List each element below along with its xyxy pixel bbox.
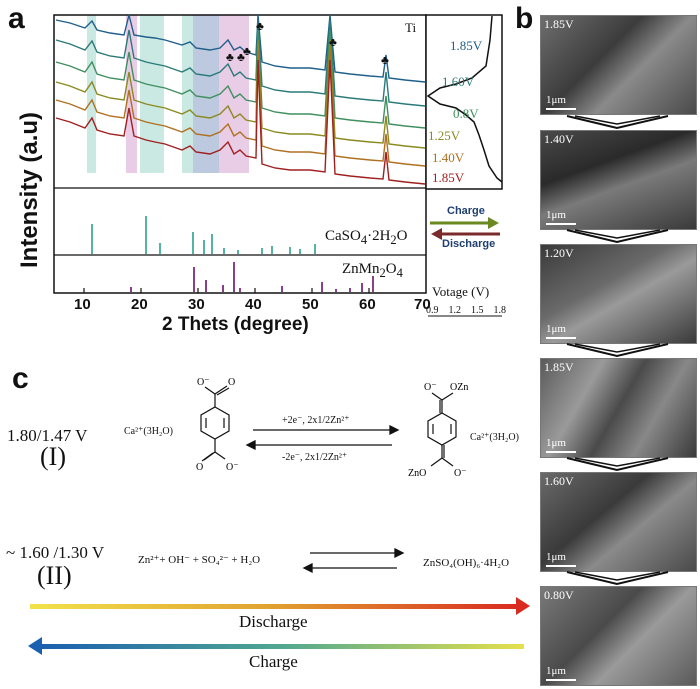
voltage-profile-box — [425, 14, 503, 190]
reaction-1-right-cation: Ca²⁺(3H₂O) — [470, 432, 519, 443]
x-ticks — [83, 288, 370, 293]
xrd-curves — [55, 14, 426, 185]
chevron-down-icon — [566, 115, 669, 130]
curve-label-6: 1.85V — [432, 170, 465, 185]
reaction-2-numeral: (II) — [37, 561, 72, 590]
voltage-axis-title: Votage (V) — [432, 284, 490, 299]
x-axis-label: 2 Thets (degree) — [162, 314, 309, 335]
o-minus-right-top: O⁻ — [424, 382, 437, 393]
charge-label-small: Charge — [447, 205, 485, 217]
band — [219, 15, 249, 173]
znmn2o4-reference-sticks — [130, 262, 374, 292]
xrd-curve-2 — [55, 19, 426, 107]
reduced-structure-right — [427, 392, 457, 467]
reaction-2-voltage: ~ 1.60 /1.30 V — [6, 543, 105, 562]
x-tick-20: 20 — [131, 296, 148, 313]
reaction-2-reactants: Zn²⁺+ OH⁻ + SO₄²⁻ + H₂O — [138, 554, 261, 566]
sem-image-2: 1.40V 1μm — [540, 130, 697, 230]
discharge-label-small: Discharge — [442, 238, 496, 250]
xrd-curve-4 — [55, 39, 426, 149]
band — [193, 15, 219, 173]
reaction-1-voltage: 1.80/1.47 V — [7, 426, 88, 445]
x-tick-60: 60 — [359, 296, 376, 313]
club-marker: ♣ — [256, 19, 264, 33]
reaction-1-numeral: (I) — [40, 442, 66, 471]
band — [87, 15, 96, 173]
curve-label-4: 1.25V — [428, 128, 461, 143]
o-bottom-left: O — [196, 462, 203, 473]
chevron-down-icon — [566, 229, 669, 244]
ti-peak-markers: ♣ ♣ ♣ ♣ ♣ ♣ — [226, 19, 389, 67]
o-minus-right-bottom: O⁻ — [454, 468, 467, 479]
ti-label: Ti — [405, 20, 417, 35]
reaction-1-left-cation: Ca²⁺(3H₂O) — [124, 426, 173, 437]
caso4-reference-sticks — [91, 216, 316, 254]
xrd-curve-1 — [55, 14, 426, 83]
club-marker: ♣ — [237, 50, 245, 64]
curve-label-2: 1.60V — [442, 74, 475, 89]
x-tick-40: 40 — [245, 296, 262, 313]
xrd-curve-3 — [55, 29, 426, 129]
charge-gradient-arrow — [28, 637, 524, 655]
reaction-1-reverse-label: -2e⁻, 2x1/2Zn²⁺ — [282, 452, 348, 463]
band — [182, 15, 193, 173]
o-minus-top: O⁻ — [197, 377, 210, 388]
sem-image-3: 1.20V 1μm — [540, 244, 697, 344]
band — [140, 15, 164, 173]
voltage-profile-curve — [426, 15, 503, 183]
panel-c-letter: c — [12, 362, 29, 395]
charge-discharge-small-arrows — [430, 217, 500, 240]
sem-image-5: 1.60V 1μm — [540, 472, 697, 572]
band — [126, 15, 137, 173]
sem-image-4: 1.85V 1μm — [540, 358, 697, 458]
voltage-tick-labels: 0.9 1.2 1.5 1.8 — [426, 305, 506, 316]
xrd-curve-6 — [55, 59, 426, 185]
club-marker: ♣ — [329, 35, 337, 49]
x-tick-10: 10 — [74, 296, 91, 313]
sem-image-1: 1.85V 1μm — [540, 15, 697, 115]
club-marker: ♣ — [381, 53, 389, 67]
discharge-label: Discharge — [239, 612, 308, 631]
curve-label-5: 1.40V — [432, 150, 465, 165]
caso4-label: CaSO4·2H2O — [325, 228, 408, 247]
club-marker: ♣ — [226, 50, 234, 64]
club-marker: ♣ — [243, 44, 251, 58]
curve-label-3: 0.8V — [453, 106, 479, 121]
discharge-gradient-arrow — [30, 597, 530, 615]
chevron-down-icon — [566, 343, 669, 358]
panel-a-letter: a — [8, 2, 25, 35]
reaction-2-product: ZnSO₄(OH)₆·4H₂O — [423, 557, 510, 569]
x-tick-70: 70 — [414, 296, 431, 313]
o-minus-bottom: O⁻ — [226, 462, 239, 473]
zno-label: ZnO — [408, 468, 426, 479]
sem-image-6: 0.80V 1μm — [540, 586, 697, 686]
terephthalate-structure-left — [200, 385, 230, 462]
chevron-down-icon — [566, 571, 669, 586]
chevron-down-icon — [566, 457, 669, 472]
znmn2o4-label: ZnMn2O4 — [342, 261, 403, 280]
reaction-1-forward-label: +2e⁻, 2x1/2Zn²⁺ — [282, 415, 350, 426]
x-tick-30: 30 — [188, 296, 205, 313]
xrd-curve-5 — [55, 49, 426, 167]
x-tick-50: 50 — [302, 296, 319, 313]
curve-label-1: 1.85V — [450, 38, 483, 53]
charge-label: Charge — [249, 652, 298, 671]
reaction-arrows — [245, 424, 405, 574]
panel-b-letter: b — [515, 2, 534, 35]
ozn-label: OZn — [450, 382, 468, 393]
highlight-bands — [87, 15, 249, 173]
o-top-right: O — [228, 377, 235, 388]
